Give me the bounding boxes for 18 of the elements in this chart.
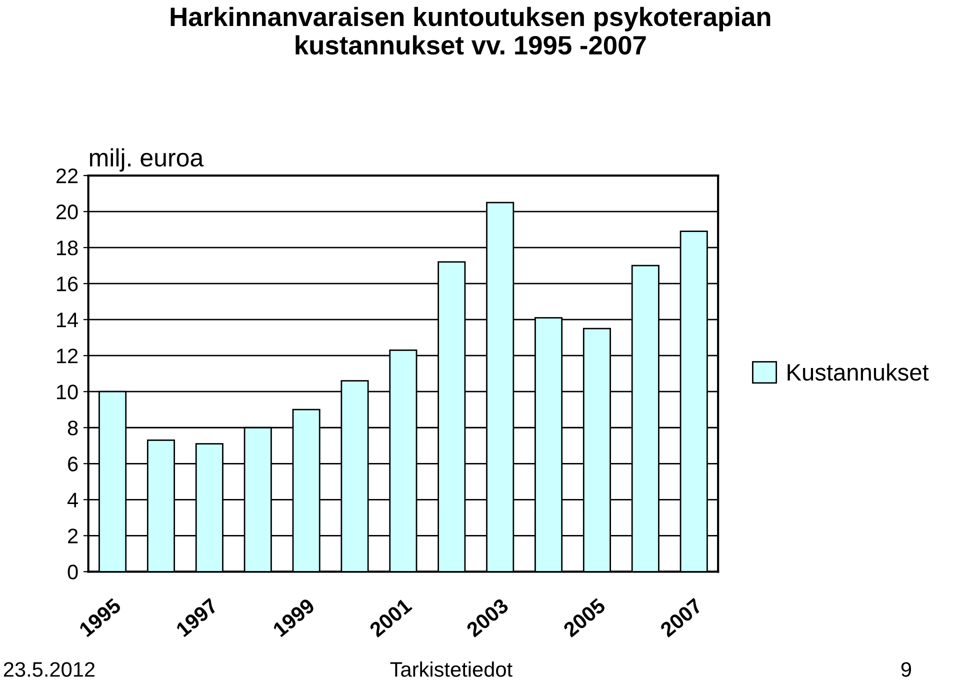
y-tick-label: 6 bbox=[68, 456, 78, 472]
y-tick-label: 16 bbox=[57, 276, 78, 292]
y-tick-label: 10 bbox=[57, 384, 78, 400]
y-tick-label: 22 bbox=[56, 168, 78, 184]
y-axis-title: milj. euroa bbox=[90, 148, 204, 172]
y-tick-label: 0 bbox=[68, 564, 78, 580]
legend-label: Kustannukset bbox=[788, 363, 929, 381]
chart-title: Harkinnanvaraisen kuntoutuksen psykoterapian kustannukset vv. 1995 -2007 bbox=[170, 6, 770, 55]
y-tick-label: 8 bbox=[68, 420, 78, 436]
y-tick-label: 20 bbox=[56, 204, 78, 220]
y-tick-label: 18 bbox=[57, 240, 78, 256]
text: 23.5.2012 bbox=[4, 662, 95, 677]
y-tick-label: 12 bbox=[57, 348, 78, 364]
y-tick-label: 14 bbox=[57, 312, 78, 328]
y-tick-label: 4 bbox=[67, 492, 78, 508]
text: 9 bbox=[901, 662, 912, 677]
text: Tarkistetiedot bbox=[390, 662, 512, 677]
y-tick-label: 2 bbox=[68, 528, 78, 544]
